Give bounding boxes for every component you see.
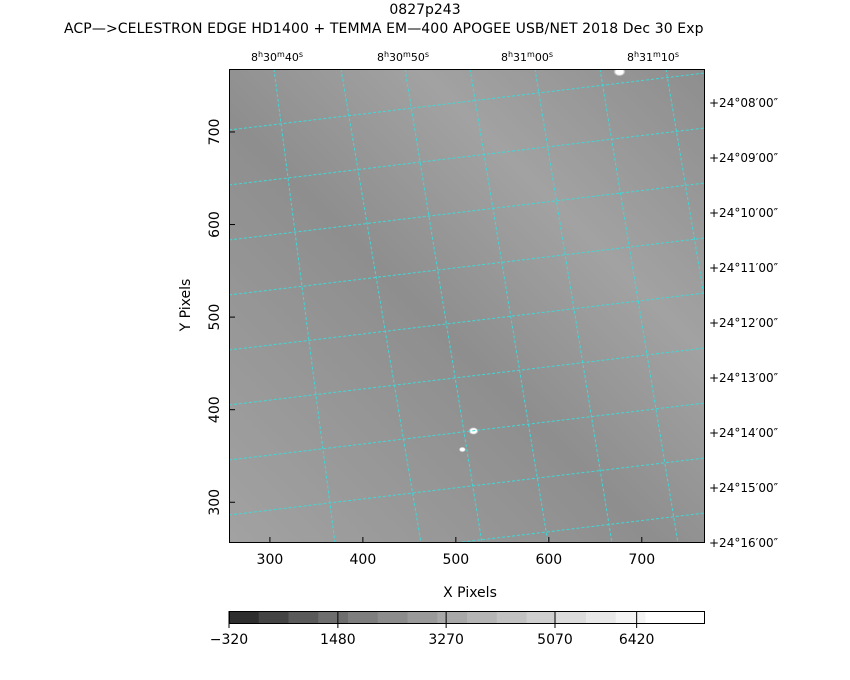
- x-tick-label: 300: [257, 552, 284, 568]
- colorbar-tick-label: 6420: [619, 632, 655, 648]
- colorbar-swatch: [229, 611, 260, 624]
- colorbar-swatch: [318, 611, 349, 624]
- dec-tick-label: +24°09′00″: [709, 151, 779, 165]
- colorbar-swatch: [258, 611, 289, 624]
- x-axis-label: X Pixels: [443, 585, 497, 601]
- colorbar-swatch: [615, 611, 646, 624]
- colorbar-swatch: [437, 611, 468, 624]
- ra-grid-line: [665, 69, 705, 303]
- x-tick-label: 700: [628, 552, 655, 568]
- dec-tick-label: +24°15′00″: [709, 481, 779, 495]
- star-source: [458, 446, 466, 453]
- colorbar-swatch: [377, 611, 408, 624]
- ra-grid-line: [469, 69, 549, 543]
- colorbar-swatch: [288, 611, 319, 624]
- x-tick-label: 400: [350, 552, 377, 568]
- colorbar-swatch: [467, 611, 498, 624]
- y-tick-label: 500: [207, 304, 223, 331]
- colorbar-tick-label: 5070: [537, 632, 573, 648]
- ra-grid-line: [599, 69, 679, 543]
- object-title: 0827p243: [389, 2, 461, 18]
- colorbar-swatch: [675, 611, 706, 624]
- dec-tick-label: +24°16′00″: [709, 536, 779, 550]
- colorbar-swatch: [348, 611, 379, 624]
- dec-tick-label: +24°12′00″: [709, 316, 779, 330]
- colorbar-swatch: [407, 611, 438, 624]
- ra-grid-line: [404, 69, 483, 543]
- colorbar-swatch: [645, 611, 676, 624]
- plot-frame: [229, 69, 705, 543]
- sky-image: [229, 69, 705, 543]
- ra-tick-label: 8h30m40s: [251, 50, 303, 65]
- x-tick-label: 500: [442, 552, 469, 568]
- ra-tick-label: 8h31m10s: [627, 50, 679, 65]
- colorbar-swatch: [556, 611, 587, 624]
- y-tick-label: 300: [207, 489, 223, 516]
- dec-tick-label: +24°08′00″: [709, 96, 779, 110]
- x-tick-label: 600: [535, 552, 562, 568]
- ra-grid-line: [534, 69, 613, 543]
- colorbar-tick-label: −320: [210, 632, 248, 648]
- colorbar-swatch: [586, 611, 617, 624]
- colorbar-swatch: [496, 611, 527, 624]
- colorbar-tick-label: 1480: [320, 632, 356, 648]
- dec-tick-label: +24°14′00″: [709, 426, 779, 440]
- ra-grid-line: [340, 69, 422, 543]
- observation-subtitle: ACP—>CELESTRON EDGE HD1400 + TEMMA EM—40…: [64, 21, 704, 37]
- colorbar-swatch: [526, 611, 557, 624]
- dec-tick-label: +24°13′00″: [709, 371, 779, 385]
- colorbar-tick-label: 3270: [428, 632, 464, 648]
- dec-tick-label: +24°11′00″: [709, 261, 779, 275]
- ra-tick-label: 8h30m50s: [377, 50, 429, 65]
- dec-tick-label: +24°10′00″: [709, 206, 779, 220]
- y-tick-label: 400: [207, 396, 223, 423]
- star-source: [613, 69, 626, 77]
- y-tick-label: 600: [207, 211, 223, 238]
- y-tick-label: 700: [207, 119, 223, 146]
- ra-tick-label: 8h31m00s: [501, 50, 553, 65]
- y-axis-label: Y Pixels: [178, 278, 194, 332]
